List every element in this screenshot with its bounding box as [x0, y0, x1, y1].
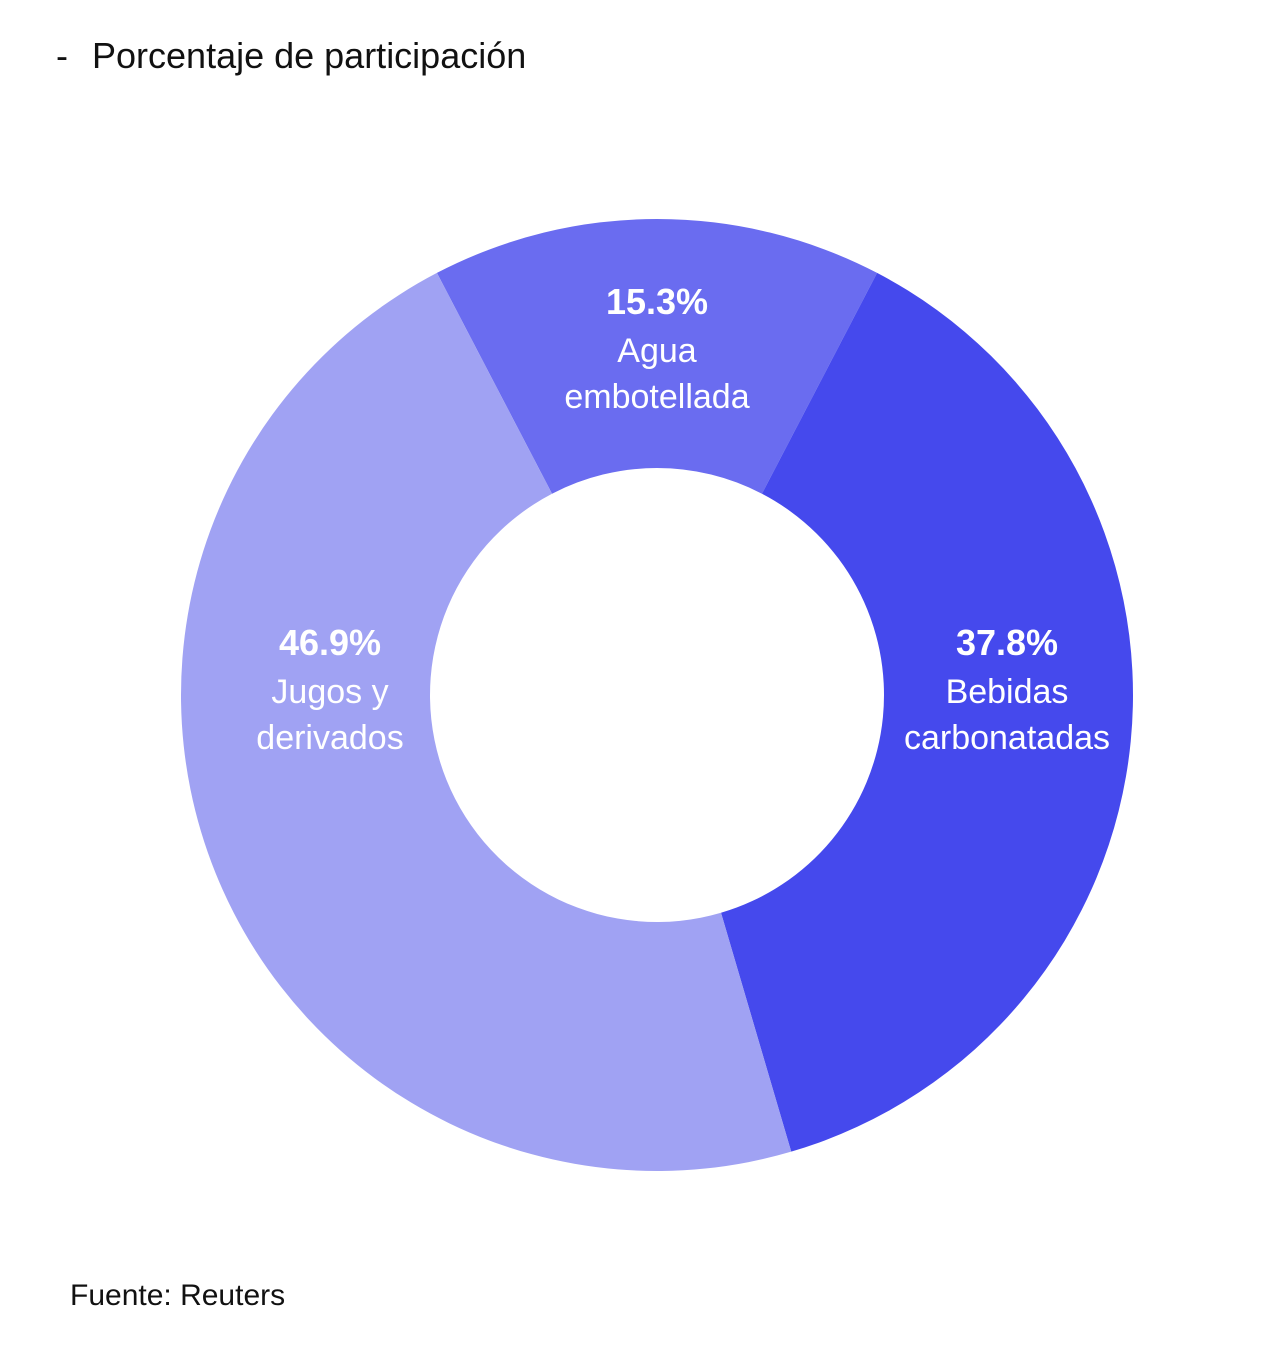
slice-label-2: 46.9% Jugos y derivados	[256, 622, 403, 757]
slice-value-label: 37.8%	[956, 622, 1058, 663]
chart-title: - Porcentaje de participación	[56, 34, 526, 78]
title-bullet: -	[56, 35, 68, 76]
slice-category-label: derivados	[256, 719, 403, 757]
slice-category-label: carbonatadas	[904, 719, 1110, 757]
donut-slice-1	[721, 272, 1133, 1152]
slice-category-label: Bebidas	[946, 673, 1069, 711]
slice-category-label: Agua	[617, 332, 696, 370]
source-note: Fuente: Reuters	[70, 1279, 286, 1312]
slice-value-label: 46.9%	[279, 622, 381, 663]
slice-label-1: 37.8% Bebidas carbonatadas	[904, 622, 1110, 757]
donut-slice-0	[436, 219, 878, 494]
slice-label-0: 15.3% Agua embotellada	[564, 281, 749, 416]
slice-value-label: 15.3%	[606, 281, 708, 322]
donut-slice-2	[181, 272, 792, 1171]
title-text: Porcentaje de participación	[92, 35, 527, 76]
slice-category-label: Jugos y	[271, 673, 388, 711]
slice-category-label: embotellada	[564, 378, 749, 416]
